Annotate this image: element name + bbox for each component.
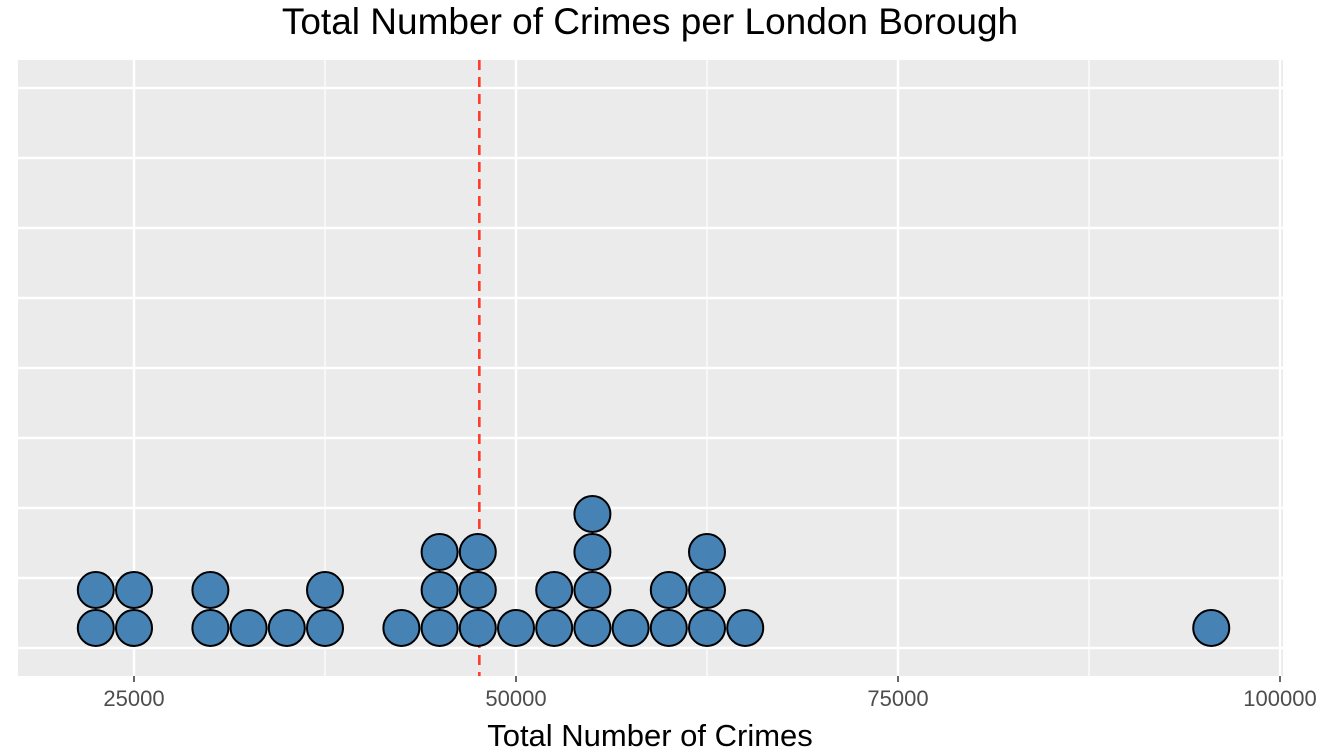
dots-layer bbox=[76, 495, 1231, 647]
data-dot bbox=[649, 571, 688, 609]
data-dot bbox=[573, 495, 612, 533]
data-dot bbox=[420, 533, 459, 571]
data-dot bbox=[191, 571, 230, 609]
data-dot bbox=[688, 571, 726, 609]
data-dot bbox=[306, 609, 344, 647]
data-dot bbox=[573, 609, 612, 647]
data-dot bbox=[458, 533, 497, 571]
data-dot bbox=[267, 609, 306, 647]
data-dot bbox=[688, 533, 726, 571]
data-dot bbox=[611, 609, 650, 647]
data-dot bbox=[420, 609, 459, 647]
x-tick-label: 25000 bbox=[103, 686, 164, 711]
data-dot bbox=[535, 609, 574, 647]
data-dot bbox=[688, 609, 726, 647]
data-dot bbox=[497, 609, 535, 647]
major-gridlines-y bbox=[18, 86, 1283, 650]
x-tick-label: 50000 bbox=[485, 686, 546, 711]
data-dot bbox=[229, 609, 268, 647]
data-dot bbox=[535, 571, 574, 609]
data-dot bbox=[76, 609, 115, 647]
x-axis-title: Total Number of Crimes bbox=[487, 718, 813, 753]
data-dot bbox=[115, 609, 153, 647]
data-dot bbox=[420, 571, 459, 609]
data-dot bbox=[306, 571, 344, 609]
x-tick-label: 75000 bbox=[867, 686, 928, 711]
data-dot bbox=[115, 571, 153, 609]
data-dot bbox=[458, 609, 497, 647]
data-dot bbox=[573, 533, 612, 571]
data-dot bbox=[458, 571, 497, 609]
data-dot bbox=[573, 571, 612, 609]
data-dot bbox=[191, 609, 230, 647]
data-dot bbox=[76, 571, 115, 609]
x-tick-label: 100000 bbox=[1243, 686, 1316, 711]
chart-title: Total Number of Crimes per London Boroug… bbox=[282, 1, 1018, 42]
data-dot bbox=[726, 609, 765, 647]
data-dot bbox=[382, 609, 421, 647]
x-axis-tick-labels: 25000 50000 75000 100000 bbox=[103, 686, 1316, 711]
data-dot bbox=[1192, 609, 1231, 647]
x-axis-ticks bbox=[133, 676, 1281, 682]
data-dot bbox=[649, 609, 688, 647]
